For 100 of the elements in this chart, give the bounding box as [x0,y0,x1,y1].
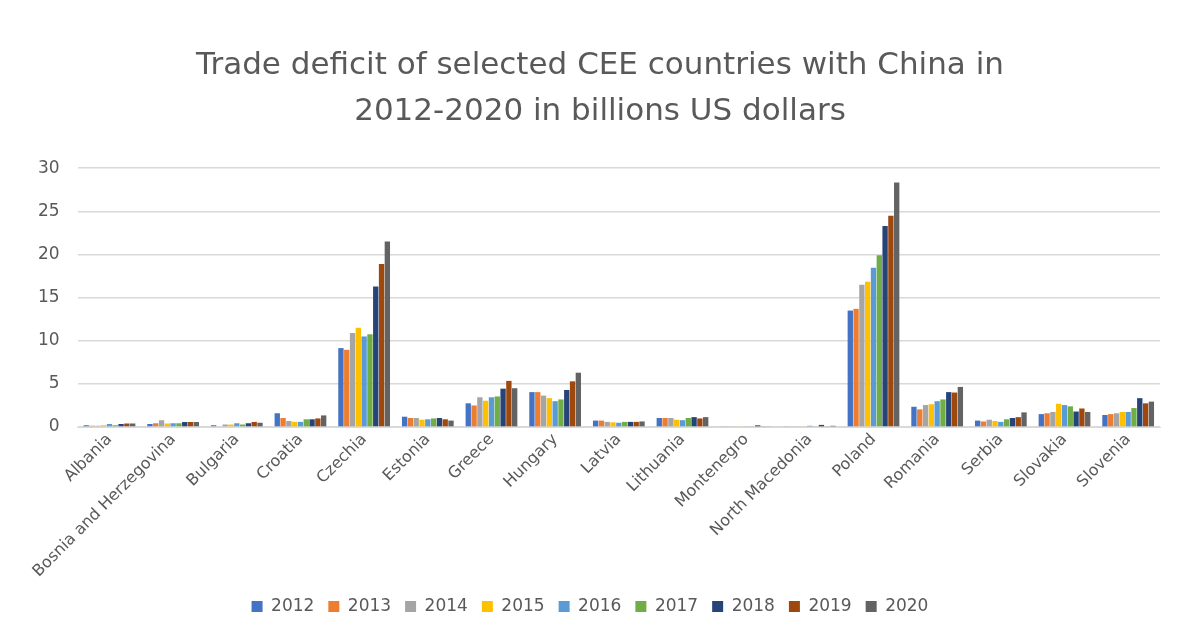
bar [917,409,923,427]
bar [922,405,929,427]
y-tick-label: 5 [48,372,60,393]
bar [413,418,419,427]
legend-label: 2018 [731,594,775,615]
bar [430,418,437,427]
bar [349,333,356,427]
bar [471,405,477,427]
bar [1015,417,1021,427]
bar [1113,413,1120,427]
bar [367,334,373,427]
bar [355,327,362,427]
bar [257,422,263,427]
bar [338,348,344,427]
bar [1073,411,1079,427]
bar [442,419,448,427]
bar [957,386,964,427]
bar [361,336,367,427]
bar [882,226,888,427]
bar [315,418,321,427]
bar [535,392,541,427]
bar [384,241,391,427]
bar [500,388,506,427]
bar [483,400,489,427]
legend-label: 2012 [271,594,315,615]
bar [512,388,518,427]
bar [703,417,709,427]
bar [662,418,668,427]
bar [847,310,853,427]
legend-label: 2013 [347,594,392,615]
legend-label: 2020 [885,594,929,615]
bar [934,401,940,427]
bar [1056,403,1062,427]
bar [529,392,535,427]
bar [1131,408,1137,427]
bar [888,215,894,427]
bar [344,349,350,427]
legend-label: 2019 [808,594,852,615]
bar [1038,414,1044,427]
bar [552,401,558,427]
bar [540,395,547,427]
bar [951,392,958,427]
legend-label: 2014 [424,594,468,615]
bar [691,417,697,427]
bar [575,372,582,427]
bar [1085,411,1091,427]
bar [488,397,495,427]
bar [1137,398,1143,427]
bar [940,399,946,427]
bar [697,418,703,427]
bar [870,267,877,427]
bar [1021,412,1027,427]
y-tick-label: 20 [37,242,60,263]
bar [656,418,662,427]
bar [465,403,471,427]
bar [1061,405,1068,427]
bar [911,406,917,427]
legend-label: 2015 [501,594,545,615]
bar [158,420,165,427]
bar [992,421,998,427]
bar [506,380,512,427]
bar [1044,413,1050,427]
bar [569,381,576,427]
bar [1102,414,1108,427]
bar [558,399,564,427]
bar [928,404,935,427]
bar [147,424,153,427]
bar [494,396,500,427]
legend-label: 2016 [578,594,622,615]
bar [477,397,483,427]
bar [876,255,882,427]
bar [546,398,553,427]
legend-label: 2017 [654,594,699,615]
bar [1148,401,1155,427]
bar [286,421,292,427]
bar [668,418,674,427]
bar [564,389,570,427]
y-tick-label: 25 [37,199,60,220]
bar [419,419,425,427]
bar [865,281,871,427]
bar [280,418,286,427]
y-tick-label: 15 [37,286,60,307]
y-tick-label: 10 [37,329,60,350]
bar [1067,406,1073,427]
bar [274,413,280,427]
bar [118,424,124,427]
bar [303,419,309,427]
bar [1125,411,1131,427]
bar [1050,411,1056,427]
bar [407,418,414,427]
bar [853,308,859,427]
bar [309,419,315,427]
bar [946,392,952,427]
bar [321,415,327,427]
bar [685,418,691,427]
bar [1009,418,1016,427]
bar [425,419,431,427]
y-tick-label: 30 [37,156,60,177]
bar [894,182,900,427]
bar [980,421,987,427]
